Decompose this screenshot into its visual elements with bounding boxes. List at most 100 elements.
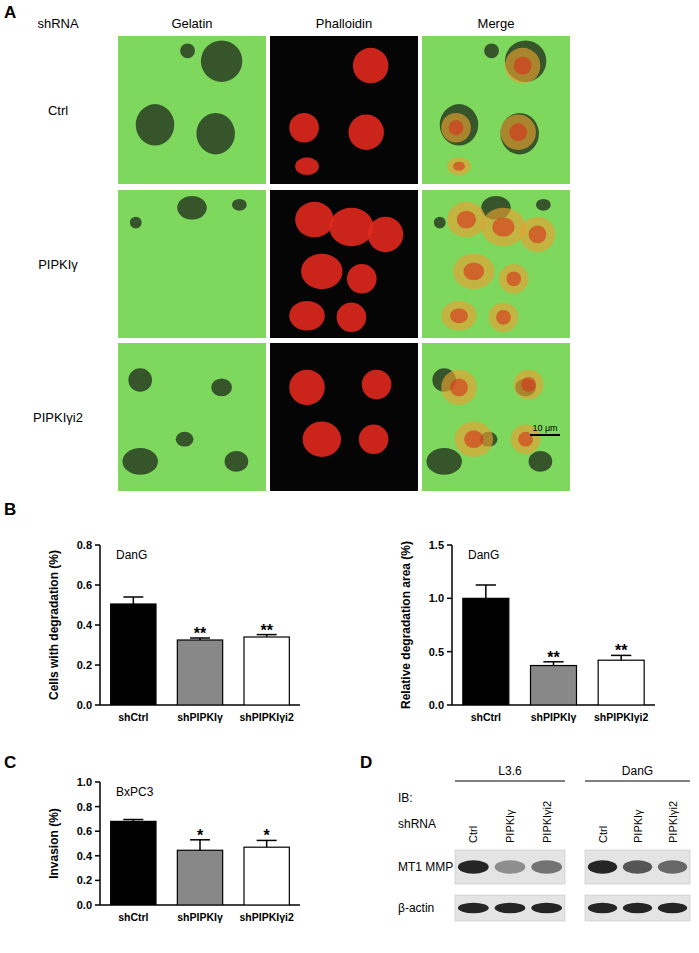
y-tick bbox=[95, 830, 100, 832]
row-label: PIPKIγi2 bbox=[33, 410, 83, 425]
category-label: shPIPKIγi2 bbox=[594, 711, 648, 723]
plot-area bbox=[111, 820, 290, 905]
y-tick bbox=[95, 855, 100, 857]
y-tick bbox=[95, 584, 100, 586]
row-label: Ctrl bbox=[48, 103, 68, 118]
panel-letter: D bbox=[360, 753, 372, 772]
y-axis-label: Invasion (%) bbox=[47, 808, 61, 879]
cell bbox=[289, 113, 319, 143]
header-label: shRNA bbox=[37, 16, 79, 31]
category-label: shPIPKIγi2 bbox=[240, 911, 294, 923]
y-tick-label: 0.0 bbox=[77, 699, 92, 711]
y-axis-label: Cells with degradation (%) bbox=[47, 550, 61, 700]
degradation-spot bbox=[128, 368, 152, 392]
scale-bar bbox=[530, 434, 560, 436]
degradation-spot bbox=[484, 43, 499, 58]
cell bbox=[289, 301, 325, 331]
y-tick-label: 0.0 bbox=[77, 899, 92, 911]
bar bbox=[111, 821, 156, 905]
error-stem bbox=[485, 585, 487, 598]
plot-area bbox=[111, 597, 290, 705]
cell bbox=[347, 264, 377, 294]
blot-membrane bbox=[585, 850, 690, 884]
y-tick-label: 0.2 bbox=[77, 659, 92, 671]
image-background bbox=[118, 36, 266, 184]
category-label: shCtrl bbox=[118, 911, 148, 923]
y-tick-label: 0.5 bbox=[429, 646, 444, 658]
significance: ** bbox=[547, 649, 560, 666]
band bbox=[623, 860, 652, 874]
cell bbox=[295, 157, 319, 175]
significance: ** bbox=[615, 642, 628, 659]
group-label: DanG bbox=[622, 764, 653, 778]
y-tick-label: 1.0 bbox=[429, 592, 444, 604]
y-tick bbox=[447, 544, 452, 546]
micrograph bbox=[422, 343, 570, 491]
y-axis-label: Relative degradation area (%) bbox=[399, 541, 413, 709]
cell bbox=[505, 48, 541, 84]
degradation-spot bbox=[426, 448, 462, 475]
significance: * bbox=[264, 827, 271, 844]
degradation-spot bbox=[434, 217, 446, 229]
blot-membrane bbox=[585, 895, 690, 921]
band bbox=[531, 860, 562, 874]
cell-core bbox=[449, 120, 464, 135]
significance: ** bbox=[194, 625, 207, 642]
y-tick bbox=[447, 598, 452, 600]
cell bbox=[289, 370, 325, 406]
bar bbox=[530, 666, 576, 705]
y-tick-label: 0.8 bbox=[77, 801, 92, 813]
bar bbox=[177, 640, 222, 705]
cell bbox=[295, 202, 333, 238]
degradation-spot bbox=[177, 196, 207, 220]
micrograph bbox=[270, 343, 418, 491]
band bbox=[658, 903, 687, 913]
band bbox=[623, 903, 652, 913]
image-background bbox=[422, 343, 570, 491]
degradation-spot bbox=[130, 217, 142, 229]
cell bbox=[348, 114, 384, 150]
panel-letter: B bbox=[4, 500, 16, 519]
column-label: Gelatin bbox=[171, 16, 212, 31]
lane-label: PIPKIγ bbox=[504, 809, 516, 843]
column-label: Merge bbox=[478, 16, 515, 31]
blot-membrane bbox=[455, 895, 565, 921]
band bbox=[588, 903, 617, 913]
micrograph bbox=[422, 36, 570, 184]
category-label: shCtrl bbox=[471, 711, 501, 723]
y-tick-label: 1.5 bbox=[429, 539, 444, 551]
y-tick bbox=[447, 651, 452, 653]
image-background bbox=[270, 343, 418, 491]
column-label: Phalloidin bbox=[316, 16, 372, 31]
cell bbox=[514, 370, 544, 400]
degradation-spot bbox=[225, 451, 249, 472]
band bbox=[495, 860, 526, 874]
cell bbox=[368, 217, 404, 253]
band bbox=[458, 903, 489, 913]
error-cap bbox=[476, 584, 496, 586]
degradation-spot bbox=[176, 432, 194, 447]
cell bbox=[453, 254, 494, 290]
degradation-spot bbox=[500, 113, 538, 154]
y-tick-label: 0.6 bbox=[77, 579, 92, 591]
cell-core bbox=[453, 162, 465, 171]
category-label: shPIPKIγ bbox=[531, 711, 577, 723]
image-background bbox=[118, 343, 266, 491]
category-label: shCtrl bbox=[118, 711, 148, 723]
category-label: shPIPKIγ bbox=[177, 911, 223, 923]
ib-label: IB: bbox=[398, 791, 413, 805]
degradation-spot bbox=[180, 43, 195, 58]
y-axis bbox=[451, 545, 453, 705]
y-tick bbox=[95, 806, 100, 808]
lane-label: PIPKIγi2 bbox=[667, 801, 679, 843]
y-tick-label: 0.0 bbox=[429, 699, 444, 711]
bar bbox=[177, 850, 222, 905]
band bbox=[458, 860, 489, 874]
y-tick bbox=[95, 904, 100, 906]
y-tick-label: 1.0 bbox=[77, 776, 92, 788]
significance: ** bbox=[260, 622, 273, 639]
cell bbox=[337, 302, 367, 332]
micrograph bbox=[118, 36, 266, 184]
y-tick bbox=[95, 781, 100, 783]
cell-core bbox=[509, 123, 527, 141]
